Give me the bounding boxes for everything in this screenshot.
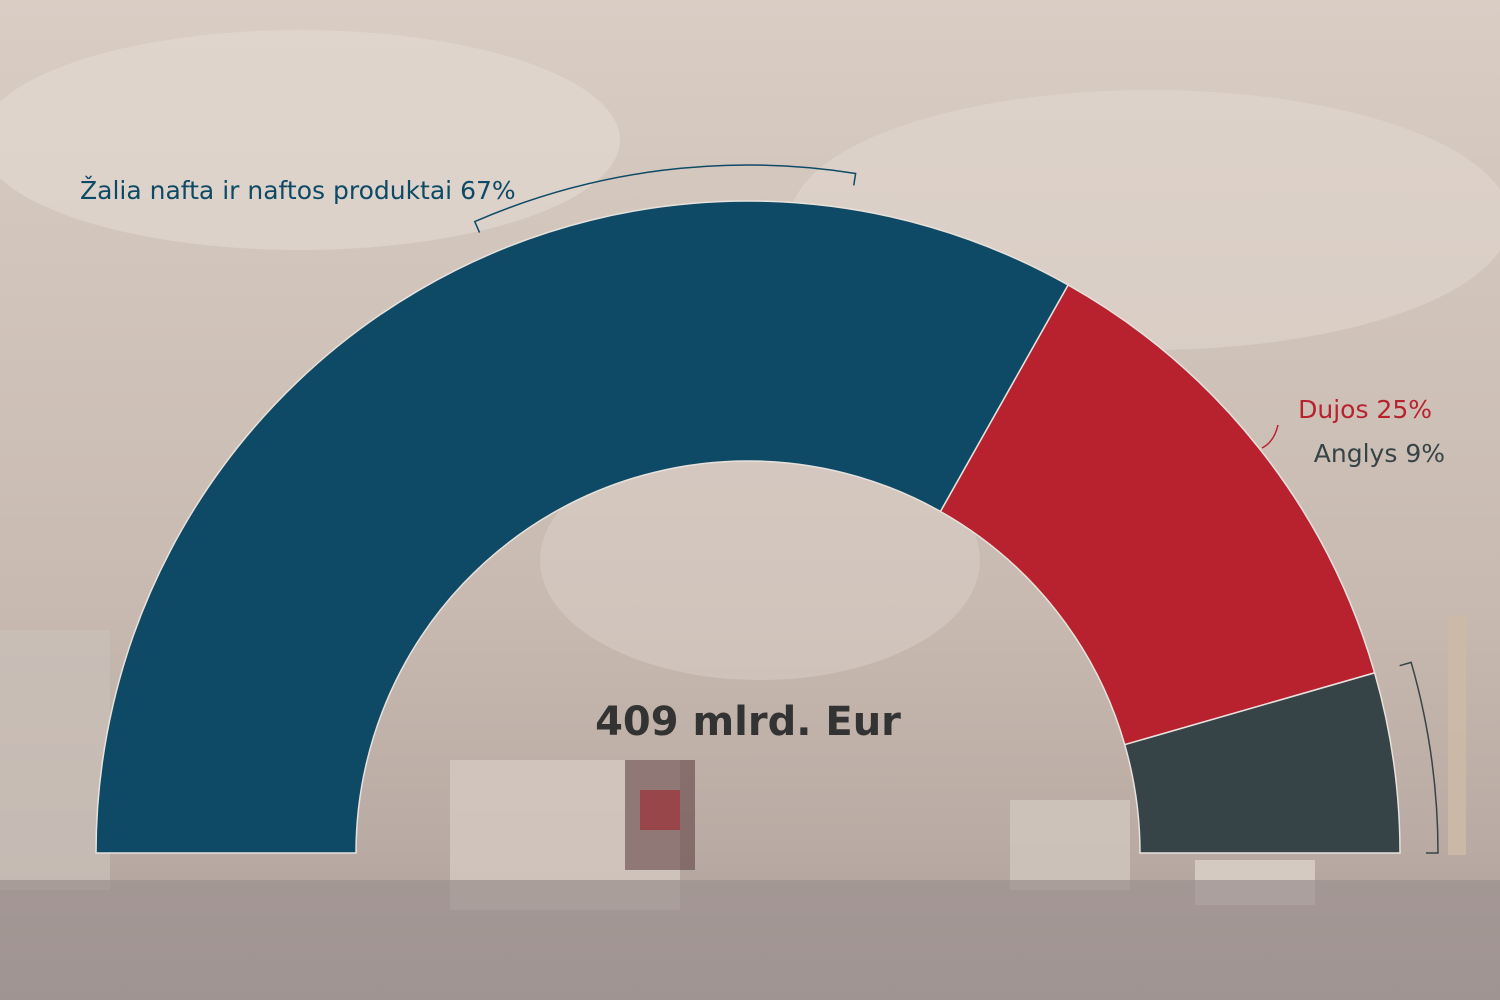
bracket-zalia-nafta-ir-naftos-produktai — [473, 164, 857, 233]
slice-labels: Žalia nafta ir naftos produktai 67% Dujos… — [80, 176, 1445, 468]
label-brackets — [473, 164, 1439, 854]
slice-zalia-nafta-ir-naftos-produktai — [95, 200, 1070, 854]
bracket-anglys — [1399, 661, 1439, 854]
leader-dujos — [1261, 424, 1279, 449]
label-dujos: Dujos 25% — [1298, 395, 1432, 424]
slice-dujos — [939, 283, 1376, 746]
donut-slices — [95, 200, 1401, 854]
slice-anglys — [1123, 671, 1401, 854]
label-zalia-nafta-ir-naftos-produktai: Žalia nafta ir naftos produktai 67% — [80, 176, 516, 205]
background-scene — [0, 30, 1500, 1000]
center-total-label: 409 mlrd. Eur — [595, 699, 901, 745]
label-anglys: Anglys 9% — [1314, 439, 1445, 468]
